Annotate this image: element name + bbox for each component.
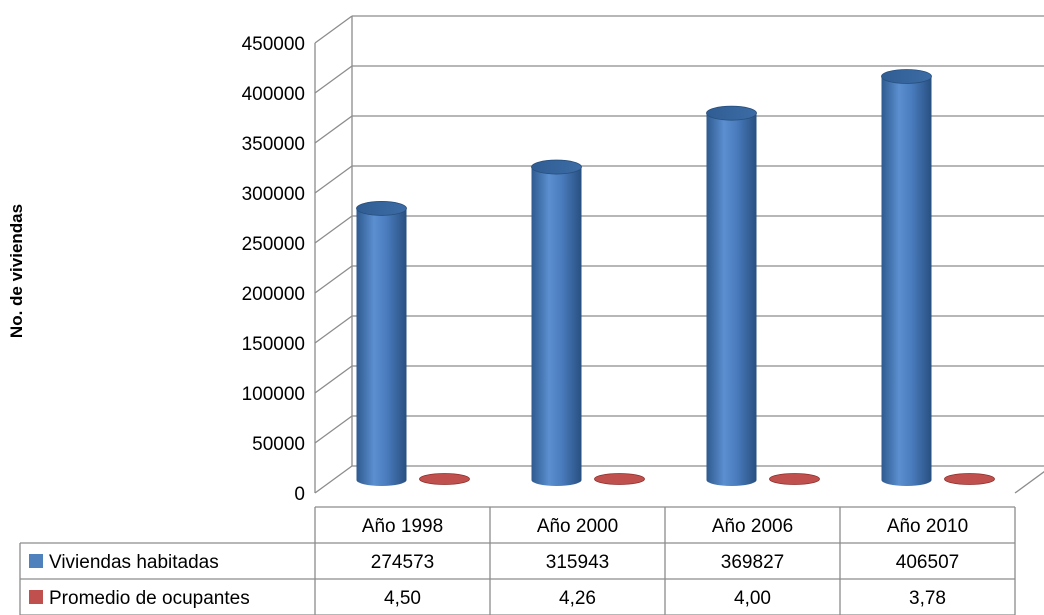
bar-promedio-ocupantes [769,473,820,485]
gridline-diagonal [314,365,353,394]
bar-promedio-ocupantes [419,473,470,485]
bar-body [706,113,757,486]
gridline-diagonal [314,165,353,194]
data-label: 3,78 [909,588,946,609]
gridline-diagonal [314,115,353,144]
data-label: 406507 [896,552,959,573]
gridline-diagonal [314,315,353,344]
bar-top [356,201,407,216]
y-tick-label: 50000 [252,434,305,455]
y-axis-label: No. de viviendas [7,204,26,338]
plot-area [356,69,995,487]
chart-walls [314,15,1044,494]
bar-body [531,167,582,486]
gridline-diagonal [314,65,353,94]
x-tick-label: Año 2006 [712,516,793,537]
y-tick-label: 250000 [242,234,305,255]
bar-viviendas-habitadas [881,69,932,487]
data-table: Año 1998 Año 2000 Año 2006 Año 2010 Vivienda… [19,506,1016,615]
y-axis: 0 50000 100000 150000 200000 250000 300000 3500… [242,34,305,505]
y-tick-label: 300000 [242,184,305,205]
data-label: 369827 [721,552,784,573]
bar-promedio-ocupantes [944,473,995,485]
data-label: 4,26 [559,588,596,609]
y-tick-label: 400000 [242,84,305,105]
floor-right-edge [1014,471,1044,494]
bar-promedio-ocupantes [594,473,645,485]
gridline-diagonal [314,465,353,494]
x-tick-label: Año 2010 [887,516,968,537]
bar-viviendas-habitadas [706,105,757,486]
data-label: 4,00 [734,588,771,609]
bar-top [881,69,932,84]
bar-top [706,105,757,121]
data-label: 315943 [546,552,609,573]
data-label: 274573 [371,552,434,573]
y-tick-label: 100000 [242,384,305,405]
x-tick-label: Año 1998 [362,516,443,537]
legend-entry: Promedio de ocupantes [49,588,250,609]
bar-body [881,76,932,487]
y-tick-label: 150000 [242,334,305,355]
gridline-diagonal [314,265,353,294]
bar-top [531,159,582,175]
gridline-diagonal [314,415,353,444]
legend-swatch [29,554,43,568]
legend-entry: Viviendas habitadas [49,552,219,573]
gridline-diagonal [314,15,353,44]
data-label: 4,50 [384,588,421,609]
y-tick-label: 450000 [242,34,305,55]
bar-viviendas-habitadas [531,159,582,486]
bar-body [356,208,407,486]
y-tick-label: 200000 [242,284,305,305]
legend-swatch [29,590,43,604]
y-tick-label: 0 [294,484,305,505]
x-tick-label: Año 2000 [537,516,618,537]
bar-viviendas-habitadas [356,201,407,486]
gridline-diagonal [314,215,353,244]
y-tick-label: 350000 [242,134,305,155]
